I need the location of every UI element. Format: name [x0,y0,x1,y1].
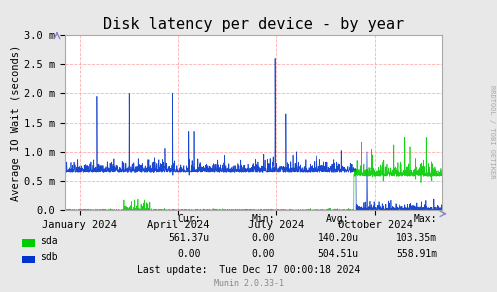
Text: sda: sda [40,236,57,246]
Text: Avg:: Avg: [326,214,350,224]
Bar [22,239,35,247]
Text: Cur:: Cur: [177,214,201,224]
Text: 558.91m: 558.91m [396,249,437,259]
Text: 140.20u: 140.20u [318,233,358,243]
Text: Max:: Max: [414,214,437,224]
Text: 561.37u: 561.37u [168,233,209,243]
Text: RRDTOOL / TOBI OETIKER: RRDTOOL / TOBI OETIKER [489,85,495,178]
Text: Last update:  Tue Dec 17 00:00:18 2024: Last update: Tue Dec 17 00:00:18 2024 [137,265,360,275]
Title: Disk latency per device - by year: Disk latency per device - by year [103,18,404,32]
Text: Min:: Min: [251,214,275,224]
Text: 504.51u: 504.51u [318,249,358,259]
Text: sdb: sdb [40,252,57,262]
Text: 0.00: 0.00 [251,249,275,259]
Text: 0.00: 0.00 [177,249,201,259]
Text: 0.00: 0.00 [251,233,275,243]
Text: 103.35m: 103.35m [396,233,437,243]
Text: Munin 2.0.33-1: Munin 2.0.33-1 [214,279,283,288]
Y-axis label: Average IO Wait (seconds): Average IO Wait (seconds) [11,44,21,201]
